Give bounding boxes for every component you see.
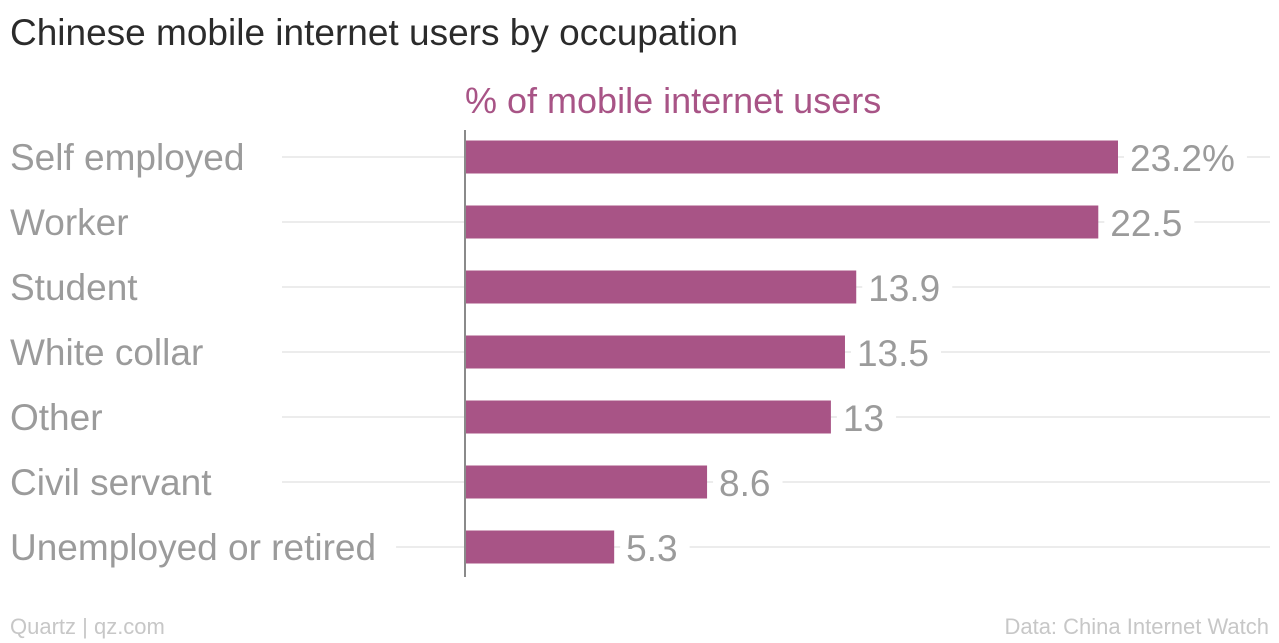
category-label: Worker: [10, 202, 129, 243]
label-backing: [8, 462, 233, 503]
category-label: Other: [10, 397, 103, 438]
data-source: Data: China Internet Watch: [1004, 614, 1269, 639]
bar: [465, 270, 857, 304]
value-label-backing: [850, 330, 941, 374]
bar: [465, 140, 1118, 174]
value-label-backing: [1104, 200, 1195, 244]
bar: [465, 530, 615, 564]
value-label-backing: [713, 460, 783, 504]
label-backing: [8, 267, 159, 308]
category-label: Civil servant: [10, 462, 212, 503]
chart-subtitle: % of mobile internet users: [465, 80, 881, 121]
value-label: 5.3: [626, 528, 677, 569]
value-label: 22.5: [1110, 203, 1182, 244]
value-label: 13.9: [868, 268, 940, 309]
label-backing: [8, 137, 265, 178]
label-backing: [8, 397, 123, 438]
category-label: Self employed: [10, 137, 244, 178]
value-label-backing: [1124, 135, 1247, 179]
label-backing: [8, 202, 149, 243]
value-label-backing: [620, 525, 690, 569]
category-label: Unemployed or retired: [10, 527, 376, 568]
value-label: 23.2%: [1130, 138, 1235, 179]
value-label: 13: [843, 398, 884, 439]
chart-title: Chinese mobile internet users by occupat…: [10, 12, 739, 53]
value-label: 8.6: [719, 463, 770, 504]
bar: [465, 465, 708, 499]
value-label: 13.5: [857, 333, 929, 374]
value-label-backing: [862, 265, 953, 309]
value-label-backing: [836, 395, 897, 439]
bar: [465, 335, 845, 369]
bar: [465, 400, 831, 434]
bar: [465, 205, 1099, 239]
label-backing: [8, 527, 397, 568]
category-label: Student: [10, 267, 138, 308]
label-backing: [8, 332, 224, 373]
category-label: White collar: [10, 332, 203, 373]
source-credit: Quartz | qz.com: [10, 614, 165, 639]
